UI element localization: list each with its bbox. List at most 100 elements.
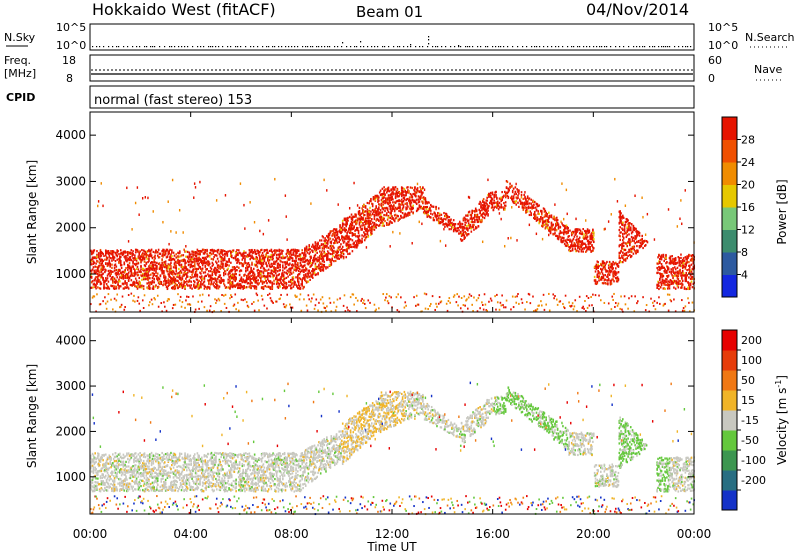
scatter-cell [542,220,545,223]
scatter-cell [521,206,524,209]
scatter-cell [199,275,201,279]
scatter-cell [287,275,289,278]
scatter-cell [429,305,431,308]
scatter-cell [453,223,456,226]
scatter-cell [249,284,252,287]
scatter-cell [204,285,207,288]
scatter-cell [526,301,528,304]
scatter-cell [97,280,100,283]
scatter-cell [247,255,250,258]
scatter-cell [208,309,211,312]
scatter-cell [313,271,316,275]
scatter-cell [147,260,149,264]
scatter-cell [447,221,450,224]
nsky-dot [567,46,569,48]
scatter-cell [386,197,389,200]
scatter-cell [535,219,538,222]
nsky-dot [99,46,101,48]
scatter-cell [373,209,376,212]
scatter-cell [425,293,428,296]
scatter-cell [325,266,327,269]
scatter-cell [282,274,285,277]
scatter-cell [575,232,577,235]
scatter-cell [168,274,170,277]
scatter-cell [148,274,150,277]
scatter-cell [267,285,270,289]
scatter-cell [240,276,243,279]
scatter-cell [374,208,377,211]
scatter-cell [328,232,331,235]
scatter-cell [157,277,160,280]
scatter-cell [274,300,277,303]
scatter-cell [209,249,212,252]
scatter-cell [166,299,169,302]
scatter-cell [143,257,146,261]
scatter-cell [580,245,583,248]
scatter-cell [452,222,455,226]
scatter-cell [156,267,158,270]
scatter-cell [460,233,463,236]
scatter-cell [404,194,407,197]
scatter-cell [572,244,575,248]
scatter-cell [352,227,355,230]
scatter-cell [340,255,342,258]
scatter-cell [208,286,211,289]
scatter-cell [532,295,534,298]
scatter-cell [400,209,402,212]
scatter-cell [126,250,129,254]
scatter-cell [567,244,569,247]
scatter-cell [269,265,272,269]
scatter-cell [215,271,218,274]
scatter-cell [206,249,208,253]
scatter-cell [234,257,237,260]
scatter-cell [149,253,151,257]
scatter-cell [152,210,154,213]
scatter-cell [112,270,114,273]
scatter-cell [480,204,482,207]
scatter-cell [313,248,316,251]
scatter-cell [465,214,467,217]
scatter-cell [534,217,537,220]
scatter-cell [148,284,150,288]
scatter-cell [571,247,574,250]
scatter-cell [115,285,118,288]
scatter-cell [193,281,196,284]
scatter-cell [145,252,148,255]
scatter-cell [392,217,394,220]
scatter-cell [319,262,322,265]
scatter-cell [255,287,258,290]
scatter-cell [259,270,261,273]
scatter-cell [186,268,189,271]
scatter-cell [293,259,296,263]
scatter-cell [503,306,505,309]
scatter-cell [567,230,570,233]
scatter-cell [461,239,464,242]
scatter-cell [235,308,237,311]
scatter-cell [296,249,299,252]
scatter-cell [552,217,555,220]
scatter-cell [240,284,243,287]
scatter-cell [111,259,113,262]
scatter-cell [236,249,238,252]
scatter-cell [448,223,451,226]
scatter-cell [407,205,409,208]
scatter-cell [363,239,366,242]
scatter-cell [143,260,146,263]
scatter-cell [192,264,194,268]
scatter-cell [315,248,318,252]
scatter-cell [468,224,471,228]
scatter-cell [488,300,490,303]
scatter-cell [255,252,258,256]
scatter-cell [387,202,390,205]
scatter-cell [148,254,150,257]
scatter-cell [171,277,173,281]
scatter-cell [164,282,167,285]
scatter-cell [124,251,126,254]
scatter-cell [241,258,244,261]
scatter-cell [90,275,92,279]
scatter-cell [264,277,267,280]
scatter-cell [231,285,234,288]
scatter-cell [195,278,198,281]
scatter-cell [414,190,416,193]
scatter-cell [311,245,313,248]
